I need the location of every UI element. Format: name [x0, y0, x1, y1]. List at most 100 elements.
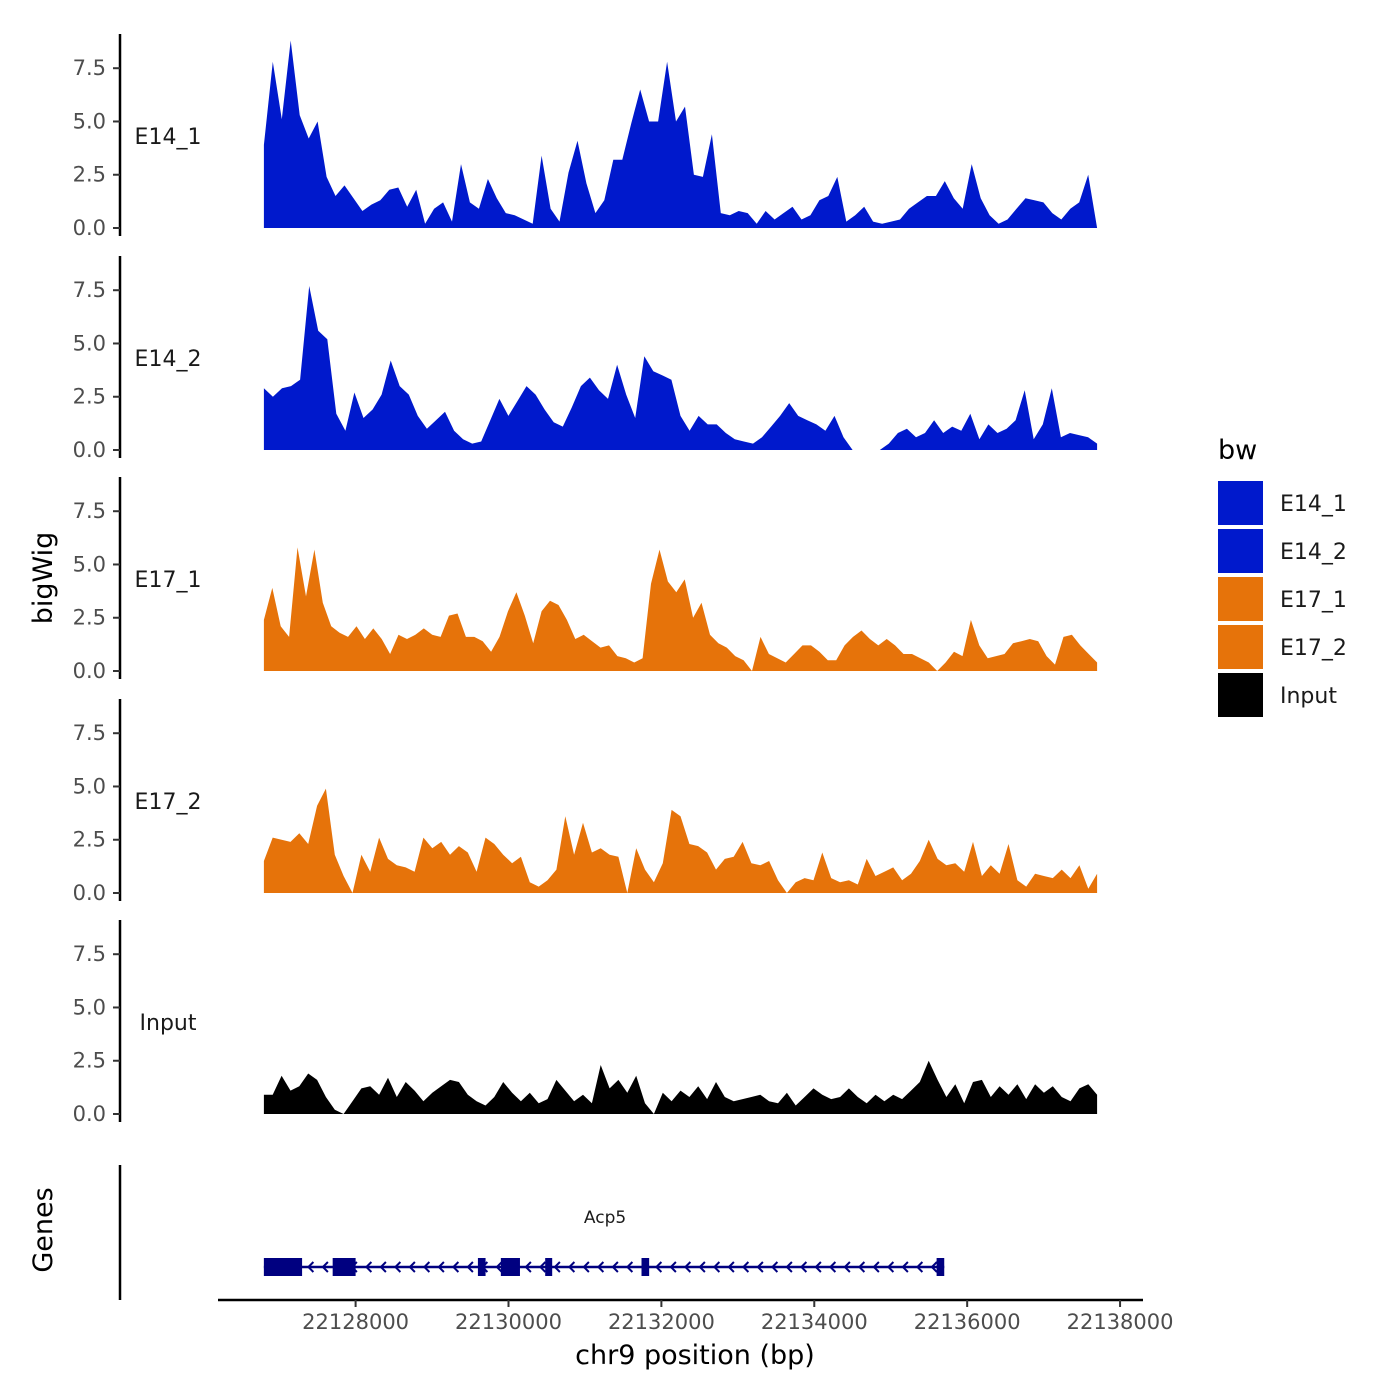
legend-swatch: [1218, 481, 1263, 525]
strand-arrow: [886, 1261, 895, 1273]
signal-area-e14-2: [263, 286, 1098, 450]
y-tick-label: 2.5: [73, 385, 106, 409]
y-tick-label: 0.0: [73, 881, 106, 905]
gene-exon: [641, 1258, 650, 1276]
legend-label: E14_2: [1280, 540, 1347, 565]
x-tick-label: 22128000: [302, 1310, 409, 1334]
strand-arrow: [915, 1261, 924, 1273]
track-e17-1: 0.0 2.5 5.0 7.5 E17_1: [73, 477, 1098, 683]
signal-area-input: [263, 1060, 1098, 1114]
x-tick-label: 22138000: [1067, 1310, 1174, 1334]
strand-arrow: [683, 1261, 692, 1273]
y-tick-label: 7.5: [73, 56, 106, 80]
y-tick-label: 0.0: [73, 659, 106, 683]
track-e14-1: 0.0 2.5 5.0 7.5 E14_1: [73, 34, 1098, 240]
strand-arrow: [524, 1261, 532, 1273]
strand-arrow: [756, 1261, 764, 1273]
strand-arrow: [872, 1261, 880, 1273]
track-label: E14_2: [135, 347, 202, 372]
strand-arrow: [393, 1261, 402, 1273]
strand-arrow: [567, 1261, 576, 1273]
legend: bw E14_1 E14_2 E17_1 E17_2 Input: [1218, 435, 1347, 717]
strand-arrow: [466, 1261, 474, 1273]
gene-track: Acp5: [263, 1208, 945, 1276]
strand-arrow: [611, 1261, 619, 1273]
strand-arrow: [712, 1261, 721, 1273]
legend-swatch: [1218, 577, 1263, 621]
track-label: E17_1: [135, 568, 202, 593]
legend-title: bw: [1218, 435, 1257, 466]
strand-arrow: [828, 1261, 837, 1273]
x-tick-label: 22132000: [608, 1310, 715, 1334]
y-tick-label: 5.0: [73, 995, 106, 1019]
strand-arrow: [437, 1261, 445, 1273]
legend-item-input: Input: [1218, 673, 1337, 717]
y-tick-label: 2.5: [73, 606, 106, 630]
y-tick-label: 5.0: [73, 109, 106, 133]
strand-arrow: [843, 1261, 851, 1273]
legend-item-e14-2: E14_2: [1218, 529, 1347, 573]
strand-arrow: [901, 1261, 909, 1273]
strand-arrow: [770, 1261, 779, 1273]
strand-arrow: [582, 1261, 590, 1273]
strand-arrow: [495, 1261, 503, 1273]
signal-area-e17-1: [263, 547, 1098, 671]
y-tick-label: 5.0: [73, 331, 106, 355]
y-tick-label: 0.0: [73, 438, 106, 462]
gene-name-label: Acp5: [584, 1208, 626, 1228]
x-axis: 22128000 22130000 22132000 22134000 22136000…: [218, 1298, 1174, 1334]
legend-item-e14-1: E14_1: [1218, 481, 1347, 525]
strand-arrow: [727, 1261, 735, 1273]
strand-arrow: [814, 1261, 822, 1273]
signal-area-e14-1: [263, 40, 1098, 228]
y-tick-label: 7.5: [73, 721, 106, 745]
gene-exon: [936, 1258, 945, 1276]
legend-swatch: [1218, 529, 1263, 573]
y-tick-label: 0.0: [73, 1102, 106, 1126]
y-tick-label: 2.5: [73, 1049, 106, 1073]
strand-arrow: [379, 1261, 387, 1273]
strand-arrow: [857, 1261, 866, 1273]
x-tick-label: 22134000: [761, 1310, 868, 1334]
track-label: Input: [140, 1011, 197, 1036]
track-label: E14_1: [135, 125, 202, 150]
strand-arrow: [799, 1261, 808, 1273]
track-input: 0.0 2.5 5.0 7.5 Input: [73, 920, 1098, 1126]
legend-label: Input: [1280, 684, 1337, 709]
legend-label: E14_1: [1280, 492, 1347, 517]
gene-exon: [545, 1258, 553, 1276]
strand-arrow: [422, 1261, 431, 1273]
y-tick-label: 2.5: [73, 163, 106, 187]
gene-exon: [263, 1258, 303, 1276]
y-tick-label: 5.0: [73, 774, 106, 798]
track-e14-2: 0.0 2.5 5.0 7.5 E14_2: [73, 256, 1098, 462]
y-axis-title: bigWig: [28, 532, 59, 625]
legend-label: E17_2: [1280, 636, 1347, 661]
strand-arrow: [553, 1261, 561, 1273]
y-tick-label: 0.0: [73, 216, 106, 240]
signal-area-e17-2: [263, 788, 1098, 893]
strand-arrow: [698, 1261, 706, 1273]
x-tick-label: 22136000: [914, 1310, 1021, 1334]
y-tick-label: 7.5: [73, 942, 106, 966]
y-tick-label: 7.5: [73, 499, 106, 523]
gene-exon: [332, 1258, 356, 1276]
gene-exon: [477, 1258, 486, 1276]
strand-arrow: [321, 1261, 329, 1273]
strand-arrow: [364, 1261, 373, 1273]
track-label: E17_2: [135, 790, 202, 815]
x-tick-label: 22130000: [455, 1310, 562, 1334]
legend-label: E17_1: [1280, 588, 1347, 613]
track-e17-2: 0.0 2.5 5.0 7.5 E17_2: [73, 699, 1098, 905]
legend-item-e17-1: E17_1: [1218, 577, 1347, 621]
y-tick-label: 2.5: [73, 828, 106, 852]
signal-tracks: 0.0 2.5 5.0 7.5 E14_1 0.0 2.5 5.0 7.5 E14_2 0.0 2.5…: [73, 34, 1098, 1126]
strand-arrow: [538, 1261, 547, 1273]
strand-arrow: [654, 1261, 663, 1273]
strand-arrow: [930, 1261, 938, 1273]
gene-exon: [500, 1258, 520, 1276]
y-tick-label: 5.0: [73, 552, 106, 576]
strand-arrow: [669, 1261, 677, 1273]
y-tick-label: 7.5: [73, 278, 106, 302]
